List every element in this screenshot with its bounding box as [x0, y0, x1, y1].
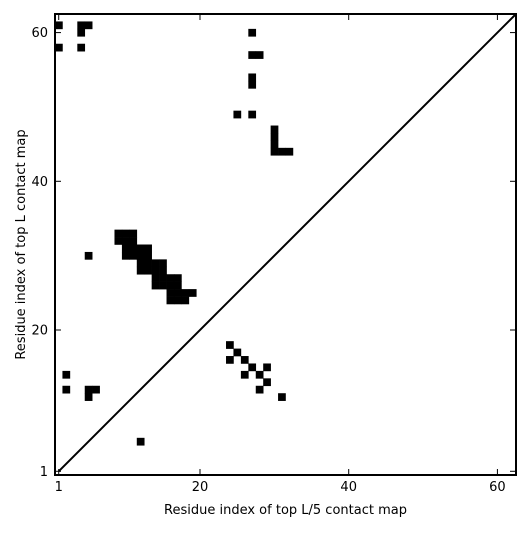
contact-cell-top-l — [248, 110, 257, 119]
contact-cell-top-l — [278, 147, 286, 156]
contact-cell-top-l — [248, 51, 257, 59]
contact-cell-top-l — [248, 80, 257, 89]
contact-cell-top-l — [270, 140, 279, 149]
contact-cell-top-l — [151, 274, 160, 282]
contact-cell-top-l — [159, 259, 167, 268]
contact-cell-top-l — [136, 251, 145, 260]
contact-cell-top-l — [248, 28, 257, 37]
contact-cell-top-l — [121, 229, 130, 238]
contact-cell-top-l — [84, 21, 93, 30]
contact-cell-top-l — [151, 259, 160, 268]
contact-cell-top-l — [285, 147, 294, 156]
contact-cell-top-l — [77, 43, 86, 52]
contact-cell-top-l5 — [226, 341, 234, 349]
contact-cell-top-l — [129, 237, 138, 245]
y-tick-label: 1 — [40, 465, 48, 480]
contact-cell-top-l — [270, 147, 279, 156]
x-tick-label: 40 — [340, 480, 357, 495]
contact-cell-top-l — [159, 281, 167, 290]
contact-cell-top-l5 — [263, 378, 271, 387]
contact-cell-top-l5 — [278, 393, 286, 401]
contact-cell-top-l — [55, 43, 63, 52]
y-tick-label: 40 — [31, 175, 48, 190]
contact-cell-top-l5 — [62, 370, 71, 379]
contact-cell-top-l — [77, 28, 86, 37]
contact-cell-top-l — [129, 251, 138, 260]
contact-cell-top-l — [159, 266, 167, 275]
plot-frame — [54, 13, 517, 476]
contact-cell-top-l — [121, 251, 130, 260]
contact-cell-top-l — [55, 21, 63, 30]
contact-cell-top-l — [129, 244, 138, 253]
contact-cell-top-l5 — [226, 356, 234, 364]
contact-cell-top-l — [136, 244, 145, 253]
x-tick-label: 20 — [192, 480, 209, 495]
contact-cell-top-l — [84, 251, 93, 260]
contact-cell-top-l5 — [84, 385, 93, 394]
y-axis-label: Residue index of top L contact map — [14, 129, 29, 359]
contact-cell-top-l — [270, 132, 279, 141]
x-tick-label: 1 — [55, 480, 63, 495]
contact-cell-top-l — [151, 281, 160, 290]
contact-cell-top-l — [248, 73, 257, 82]
contact-cell-top-l — [144, 266, 152, 275]
contact-cell-top-l — [144, 251, 152, 260]
contact-cell-top-l — [114, 237, 123, 245]
contact-cell-top-l5 — [233, 348, 242, 357]
contact-cell-top-l5 — [136, 437, 145, 446]
contact-cell-top-l — [166, 296, 175, 305]
contact-cell-top-l5 — [255, 370, 264, 379]
contact-cell-top-l — [121, 244, 130, 253]
contact-cell-top-l — [144, 244, 152, 253]
contact-cell-top-l — [181, 296, 190, 305]
y-tick-label: 20 — [31, 324, 48, 339]
contact-cell-top-l — [121, 237, 130, 245]
contact-cell-top-l — [270, 125, 279, 134]
contact-cell-top-l — [144, 259, 152, 268]
contact-cell-top-l — [136, 266, 145, 275]
contact-cell-top-l5 — [263, 363, 271, 372]
x-axis-label: Residue index of top L/5 contact map — [164, 503, 407, 518]
contact-cell-top-l — [151, 266, 160, 275]
contact-cell-top-l5 — [240, 356, 249, 364]
contact-cell-top-l — [173, 296, 182, 305]
contact-cell-top-l — [166, 281, 175, 290]
contact-cell-top-l — [173, 274, 182, 282]
contact-cell-top-l5 — [240, 370, 249, 379]
x-tick-label: 60 — [489, 480, 506, 495]
contact-cell-top-l — [129, 229, 138, 238]
axis-ticks: 1 20 40 60 1 20 40 60 — [31, 14, 516, 495]
contact-cell-top-l — [181, 289, 190, 297]
contact-cell-top-l5 — [248, 363, 257, 372]
contact-cell-top-l5 — [92, 385, 100, 394]
contact-cell-top-l — [173, 281, 182, 290]
contact-cell-top-l5 — [255, 385, 264, 394]
contact-cells — [55, 21, 294, 446]
contact-cell-top-l — [188, 289, 197, 297]
contact-cell-top-l — [173, 289, 182, 297]
diagonal-line — [58, 13, 517, 472]
contact-cell-top-l — [255, 51, 264, 59]
contact-cell-top-l5 — [62, 385, 71, 394]
y-tick-label: 60 — [31, 26, 48, 41]
contact-cell-top-l — [166, 289, 175, 297]
contact-cell-top-l — [136, 259, 145, 268]
contact-cell-top-l — [166, 274, 175, 282]
contact-cell-top-l — [77, 21, 86, 30]
contact-cell-top-l — [114, 229, 123, 238]
contact-cell-top-l — [159, 274, 167, 282]
contact-cell-top-l — [233, 110, 242, 119]
contact-cell-top-l5 — [84, 393, 93, 401]
